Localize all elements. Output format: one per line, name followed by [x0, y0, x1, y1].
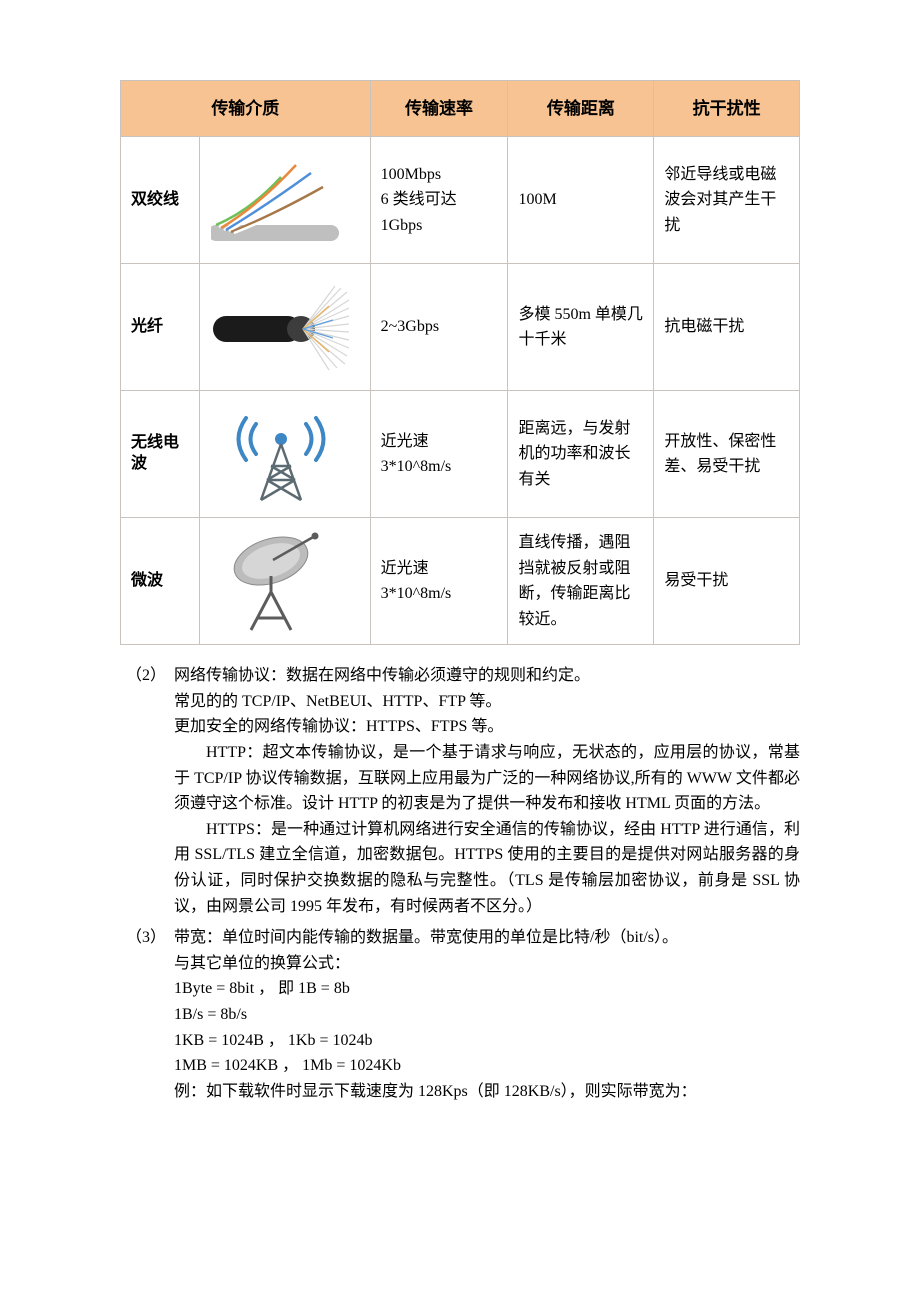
fiber-icon — [210, 277, 352, 377]
row-speed: 近光速 3*10^8m/s — [370, 518, 508, 645]
text-line: 例：如下载软件时显示下载速度为 128Kps（即 128KB/s），则实际带宽为… — [174, 1079, 800, 1105]
text-line: 1KB = 1024B ， 1Kb = 1024b — [174, 1028, 800, 1054]
table-header-row: 传输介质 传输速率 传输距离 抗干扰性 — [121, 81, 800, 137]
row-distance: 100M — [508, 137, 654, 264]
text-line: 与其它单位的换算公式： — [174, 951, 800, 977]
col-medium: 传输介质 — [121, 81, 371, 137]
item-number: （2） — [120, 663, 174, 919]
table-row: 光纤 — [121, 264, 800, 391]
text-paragraph: HTTP：超文本传输协议，是一个基于请求与响应，无状态的，应用层的协议，常基于 … — [174, 740, 800, 817]
row-image — [200, 518, 371, 645]
text-line: 更加安全的网络传输协议：HTTPS、FTPS 等。 — [174, 714, 800, 740]
table-row: 双绞线 100Mbps 6 类线可达 1Gbps 10 — [121, 137, 800, 264]
item-body: 网络传输协议：数据在网络中传输必须遵守的规则和约定。 常见的的 TCP/IP、N… — [174, 663, 800, 919]
item-number: （3） — [120, 925, 174, 1104]
table-row: 微波 近光速 3*10^8m/s 直线传播，遇阻挡就被 — [121, 518, 800, 645]
text-line: 常见的的 TCP/IP、NetBEUI、HTTP、FTP 等。 — [174, 689, 800, 715]
table-row: 无线电波 近光速 — [121, 391, 800, 518]
text-line: 1B/s = 8b/s — [174, 1002, 800, 1028]
twisted-pair-icon — [210, 150, 352, 250]
text-line: 网络传输协议：数据在网络中传输必须遵守的规则和约定。 — [174, 663, 800, 689]
row-image — [200, 264, 371, 391]
row-speed: 100Mbps 6 类线可达 1Gbps — [370, 137, 508, 264]
row-speed: 2~3Gbps — [370, 264, 508, 391]
row-distance: 直线传播，遇阻挡就被反射或阻断，传输距离比较近。 — [508, 518, 654, 645]
row-label: 光纤 — [121, 264, 200, 391]
col-interference: 抗干扰性 — [654, 81, 800, 137]
row-image — [200, 137, 371, 264]
row-distance: 距离远，与发射机的功率和波长有关 — [508, 391, 654, 518]
row-label: 无线电波 — [121, 391, 200, 518]
text-paragraph: HTTPS：是一种通过计算机网络进行安全通信的传输协议，经由 HTTP 进行通信… — [174, 817, 800, 919]
col-speed: 传输速率 — [370, 81, 508, 137]
text-line: 带宽：单位时间内能传输的数据量。带宽使用的单位是比特/秒（bit/s）。 — [174, 925, 800, 951]
item-body: 带宽：单位时间内能传输的数据量。带宽使用的单位是比特/秒（bit/s）。 与其它… — [174, 925, 800, 1104]
dish-icon — [210, 531, 352, 631]
row-speed: 近光速 3*10^8m/s — [370, 391, 508, 518]
row-interference: 开放性、保密性差、易受干扰 — [654, 391, 800, 518]
row-label: 双绞线 — [121, 137, 200, 264]
radio-tower-icon — [210, 404, 352, 504]
item-2: （2） 网络传输协议：数据在网络中传输必须遵守的规则和约定。 常见的的 TCP/… — [120, 663, 800, 919]
media-table: 传输介质 传输速率 传输距离 抗干扰性 双绞线 1 — [120, 80, 800, 645]
row-label: 微波 — [121, 518, 200, 645]
row-distance: 多模 550m 单模几十千米 — [508, 264, 654, 391]
text-line: 1MB = 1024KB ， 1Mb = 1024Kb — [174, 1053, 800, 1079]
text-line: 1Byte = 8bit ， 即 1B = 8b — [174, 976, 800, 1002]
item-3: （3） 带宽：单位时间内能传输的数据量。带宽使用的单位是比特/秒（bit/s）。… — [120, 925, 800, 1104]
col-distance: 传输距离 — [508, 81, 654, 137]
row-interference: 易受干扰 — [654, 518, 800, 645]
row-image — [200, 391, 371, 518]
row-interference: 邻近导线或电磁波会对其产生干扰 — [654, 137, 800, 264]
row-interference: 抗电磁干扰 — [654, 264, 800, 391]
